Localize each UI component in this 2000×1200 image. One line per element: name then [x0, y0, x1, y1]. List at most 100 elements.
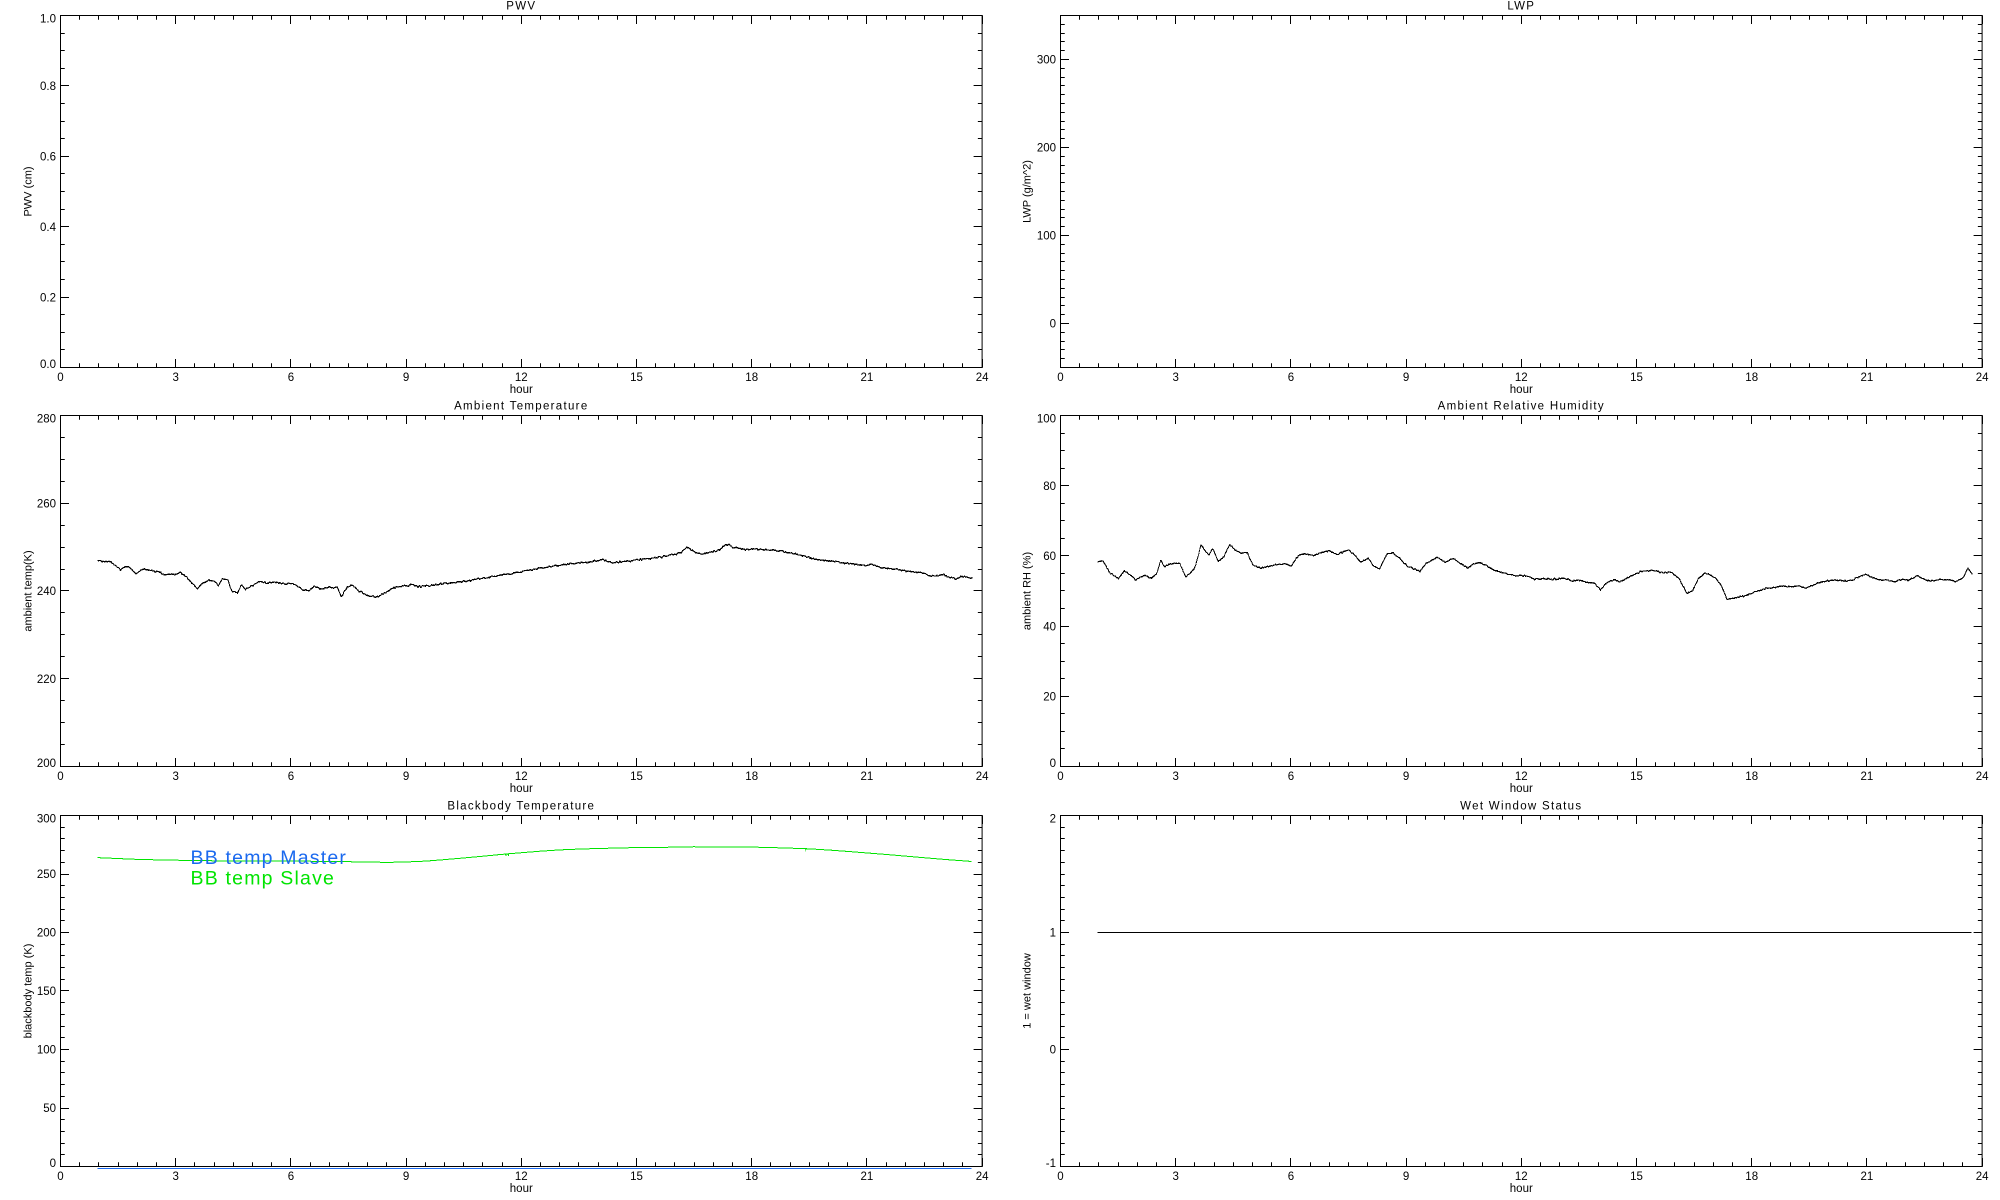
svg-text:Ambient Temperature: Ambient Temperature — [454, 401, 588, 413]
svg-text:0: 0 — [1057, 1171, 1063, 1183]
svg-text:24: 24 — [1976, 1171, 1989, 1183]
svg-text:6: 6 — [1288, 372, 1294, 384]
svg-text:40: 40 — [1043, 621, 1056, 633]
svg-text:0: 0 — [1050, 758, 1056, 770]
svg-text:ambient RH (%): ambient RH (%) — [1021, 552, 1033, 630]
svg-text:Ambient Relative Humidity: Ambient Relative Humidity — [1438, 401, 1605, 413]
svg-text:0: 0 — [57, 1171, 63, 1183]
svg-text:12: 12 — [515, 771, 528, 783]
svg-text:12: 12 — [1515, 771, 1528, 783]
svg-text:200: 200 — [37, 758, 56, 770]
svg-text:3: 3 — [172, 372, 178, 384]
svg-text:PWV: PWV — [506, 1, 536, 13]
svg-text:hour: hour — [510, 384, 533, 396]
svg-text:6: 6 — [1288, 771, 1294, 783]
svg-text:hour: hour — [1510, 783, 1533, 795]
svg-text:12: 12 — [515, 1171, 528, 1183]
svg-text:24: 24 — [976, 1171, 989, 1183]
svg-text:21: 21 — [1861, 1171, 1874, 1183]
svg-text:PWV (cm): PWV (cm) — [22, 166, 34, 216]
svg-text:6: 6 — [288, 771, 294, 783]
svg-text:100: 100 — [1037, 231, 1056, 243]
svg-text:9: 9 — [1403, 1171, 1409, 1183]
svg-text:18: 18 — [1745, 771, 1758, 783]
svg-text:3: 3 — [1172, 771, 1178, 783]
svg-text:15: 15 — [630, 771, 643, 783]
svg-text:240: 240 — [37, 586, 56, 598]
svg-text:12: 12 — [1515, 372, 1528, 384]
svg-text:9: 9 — [403, 771, 409, 783]
svg-text:1: 1 — [1050, 928, 1056, 940]
svg-text:LWP (g/m^2): LWP (g/m^2) — [1021, 160, 1033, 223]
svg-text:18: 18 — [745, 372, 758, 384]
svg-text:21: 21 — [1861, 771, 1874, 783]
svg-text:50: 50 — [43, 1103, 56, 1115]
svg-text:3: 3 — [172, 1171, 178, 1183]
svg-text:300: 300 — [37, 814, 56, 826]
svg-text:24: 24 — [1976, 771, 1989, 783]
svg-text:0: 0 — [57, 372, 63, 384]
svg-text:12: 12 — [515, 372, 528, 384]
svg-text:0.8: 0.8 — [40, 81, 56, 93]
svg-text:0: 0 — [1050, 1045, 1056, 1057]
svg-text:3: 3 — [172, 771, 178, 783]
svg-text:6: 6 — [288, 372, 294, 384]
svg-text:Wet Window Status: Wet Window Status — [1460, 801, 1582, 813]
svg-text:18: 18 — [745, 771, 758, 783]
svg-text:15: 15 — [1630, 1171, 1643, 1183]
svg-text:3: 3 — [1172, 372, 1178, 384]
svg-text:0.0: 0.0 — [40, 359, 56, 371]
svg-text:9: 9 — [1403, 372, 1409, 384]
svg-text:18: 18 — [1745, 1171, 1758, 1183]
svg-text:80: 80 — [1043, 481, 1056, 493]
svg-text:2: 2 — [1050, 814, 1056, 826]
svg-text:15: 15 — [1630, 372, 1643, 384]
svg-text:6: 6 — [1288, 1171, 1294, 1183]
svg-text:24: 24 — [1976, 372, 1989, 384]
svg-text:260: 260 — [37, 498, 56, 510]
svg-text:200: 200 — [1037, 143, 1056, 155]
svg-text:21: 21 — [861, 1171, 874, 1183]
svg-text:250: 250 — [37, 869, 56, 881]
svg-text:0: 0 — [50, 1158, 56, 1170]
svg-text:9: 9 — [403, 372, 409, 384]
svg-text:hour: hour — [510, 1183, 533, 1195]
svg-text:0: 0 — [1057, 372, 1063, 384]
svg-text:hour: hour — [510, 783, 533, 795]
svg-text:21: 21 — [861, 372, 874, 384]
svg-text:blackbody temp (K): blackbody temp (K) — [22, 944, 34, 1039]
svg-text:hour: hour — [1510, 1183, 1533, 1195]
svg-text:100: 100 — [37, 1045, 56, 1057]
svg-text:0.2: 0.2 — [40, 292, 56, 304]
svg-text:6: 6 — [288, 1171, 294, 1183]
svg-text:200: 200 — [37, 928, 56, 940]
svg-text:0: 0 — [1057, 771, 1063, 783]
svg-text:100: 100 — [1037, 414, 1056, 426]
svg-text:0.4: 0.4 — [40, 222, 57, 234]
svg-text:21: 21 — [861, 771, 874, 783]
svg-text:1.0: 1.0 — [40, 14, 56, 26]
svg-text:15: 15 — [630, 1171, 643, 1183]
svg-text:hour: hour — [1510, 384, 1533, 396]
svg-text:15: 15 — [1630, 771, 1643, 783]
svg-text:ambient temp(K): ambient temp(K) — [22, 550, 34, 631]
svg-text:60: 60 — [1043, 551, 1056, 563]
svg-text:300: 300 — [1037, 55, 1056, 67]
svg-text:Blackbody Temperature: Blackbody Temperature — [447, 801, 595, 813]
svg-text:BB temp Master: BB temp Master — [191, 847, 348, 869]
svg-text:0: 0 — [57, 771, 63, 783]
svg-text:BB temp Slave: BB temp Slave — [191, 868, 336, 890]
svg-text:9: 9 — [1403, 771, 1409, 783]
svg-text:0.6: 0.6 — [40, 152, 56, 164]
svg-text:150: 150 — [37, 986, 56, 998]
svg-text:-1: -1 — [1046, 1158, 1056, 1170]
svg-text:280: 280 — [37, 414, 56, 426]
svg-text:1 = wet window: 1 = wet window — [1021, 953, 1033, 1029]
svg-text:15: 15 — [630, 372, 643, 384]
svg-text:24: 24 — [976, 771, 989, 783]
svg-text:20: 20 — [1043, 692, 1056, 704]
svg-text:18: 18 — [745, 1171, 758, 1183]
svg-text:3: 3 — [1172, 1171, 1178, 1183]
svg-text:12: 12 — [1515, 1171, 1528, 1183]
svg-text:220: 220 — [37, 674, 56, 686]
